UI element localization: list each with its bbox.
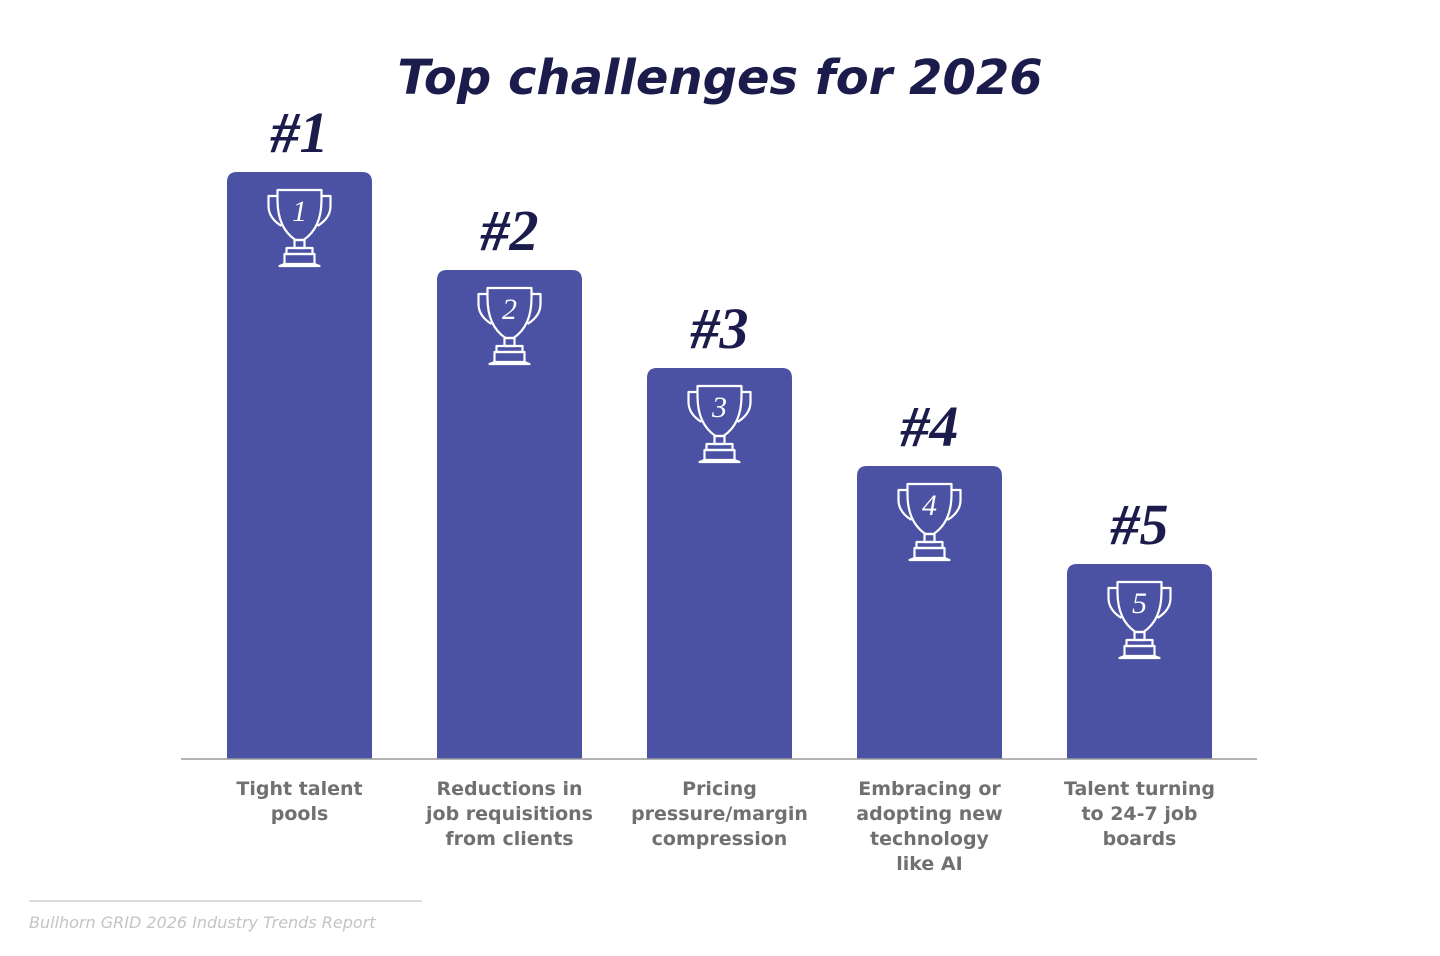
trophy-icon — [1107, 580, 1172, 660]
bar-group: #2 2 Reductions in job requisitions from cli… — [425, 198, 593, 850]
bar — [437, 270, 582, 759]
category-label: Pricing — [682, 778, 757, 800]
rank-label: #2 — [480, 198, 539, 263]
trophy-number: 5 — [1132, 587, 1147, 620]
category-label: Embracing or — [858, 778, 1001, 800]
trophy-number: 2 — [502, 293, 517, 326]
category-label: like AI — [896, 853, 962, 875]
source-note: Bullhorn GRID 2026 Industry Trends Repor… — [29, 913, 376, 932]
bar-group: #4 4 Embracing or adopting new technology lik… — [856, 394, 1002, 875]
rank-label: #5 — [1110, 492, 1169, 557]
category-label: from clients — [445, 828, 573, 850]
category-label: to 24-7 job — [1081, 803, 1197, 825]
bar — [1067, 564, 1212, 759]
trophy-number: 3 — [711, 391, 727, 424]
trophy-icon — [687, 384, 752, 464]
category-label: job requisitions — [425, 803, 593, 825]
trophy-icon — [897, 482, 962, 562]
trophy-number: 1 — [292, 195, 307, 228]
rank-label: #3 — [690, 296, 749, 361]
category-label: pressure/margin — [631, 803, 808, 825]
chart-title: Top challenges for 2026 — [397, 50, 1042, 106]
rank-label: #1 — [270, 100, 329, 165]
bar — [227, 172, 372, 759]
category-label: pools — [271, 803, 329, 825]
category-label: Talent turning — [1064, 778, 1215, 800]
category-label: Tight talent — [236, 778, 362, 800]
bar — [647, 368, 792, 759]
bar-group: #1 1 Tight talent pools — [227, 100, 372, 825]
category-label: technology — [870, 828, 990, 850]
trophy-icon — [477, 286, 542, 366]
trophy-number: 4 — [922, 489, 937, 522]
bar-group: #3 3 Pricing pressure/margin compression — [631, 296, 808, 850]
category-label: Reductions in — [436, 778, 582, 800]
rank-label: #4 — [900, 394, 959, 459]
category-label: compression — [652, 828, 788, 850]
category-label: adopting new — [856, 803, 1002, 825]
category-label: boards — [1103, 828, 1177, 850]
bar-group: #5 5 Talent turning to 24-7 job boards — [1064, 492, 1215, 850]
bar — [857, 466, 1002, 759]
trophy-icon — [267, 188, 332, 268]
